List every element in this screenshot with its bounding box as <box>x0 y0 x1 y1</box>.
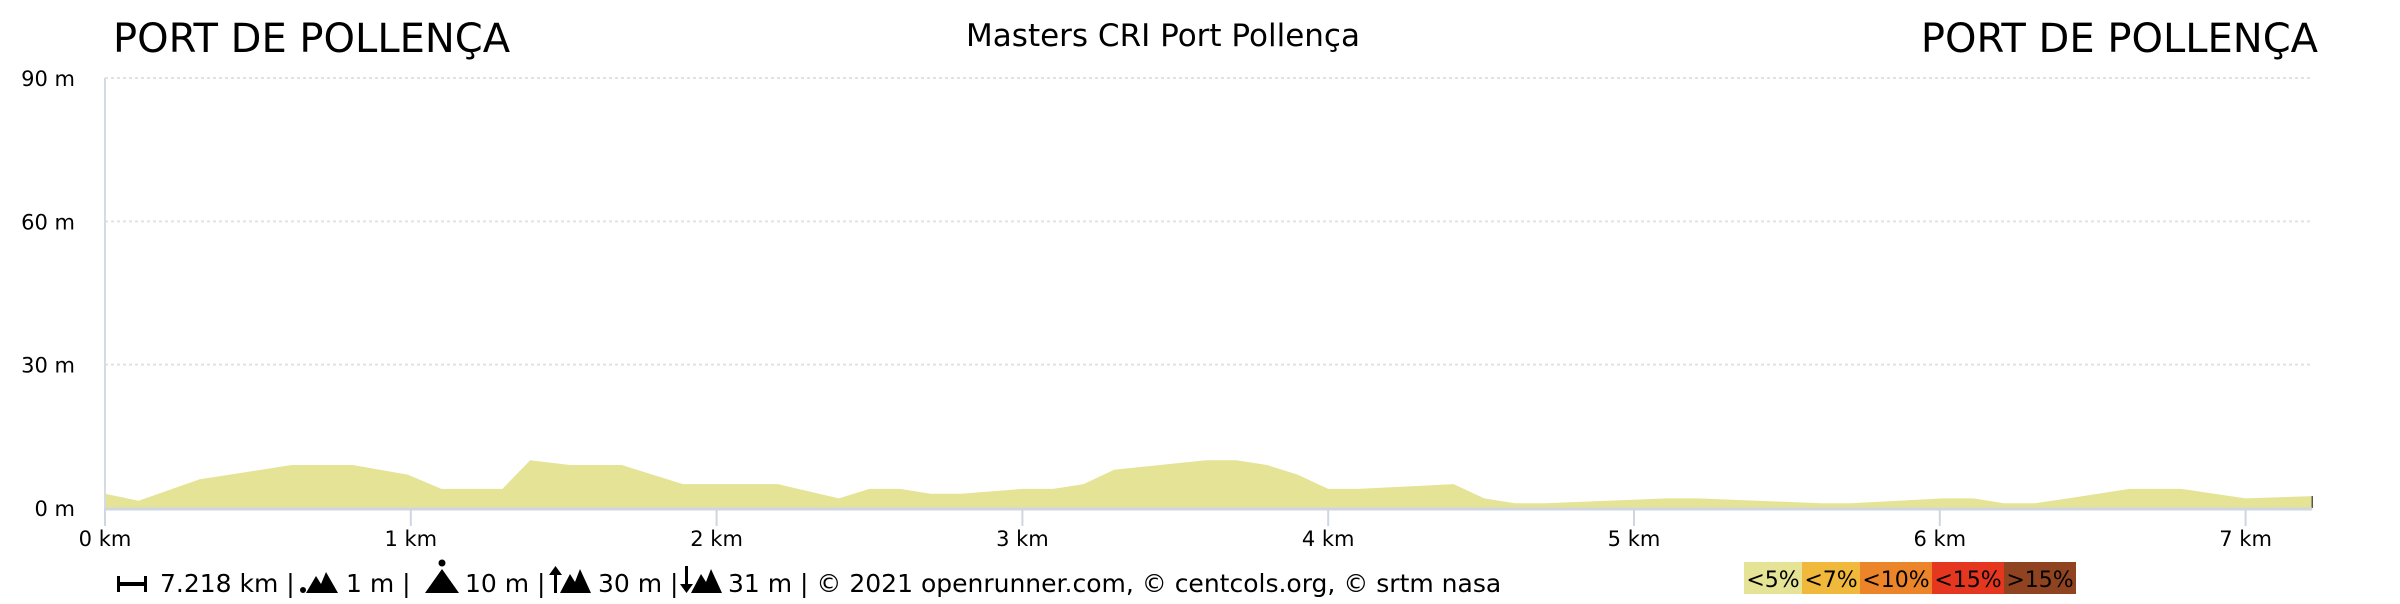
x-tick-label: 1 km <box>384 527 437 551</box>
legend-label: >15% <box>2006 568 2073 593</box>
start-location-label: PORT DE POLLENÇA <box>113 16 511 62</box>
y-tick-label: 60 m <box>21 210 75 234</box>
elevation-area-layer <box>105 460 2314 508</box>
max-altitude-icon <box>425 559 459 593</box>
legend-label: <5% <box>1746 568 1799 593</box>
x-tick-label: 0 km <box>79 527 132 551</box>
y-tick-label: 30 m <box>21 354 75 378</box>
axes: 0 m 30 m 60 m 90 m 0 km 1 km 2 km 3 km 4 km 5 km 6… <box>21 67 2313 551</box>
chart-title: Masters CRI Port Pollença <box>966 18 1360 54</box>
legend-swatch <box>1744 562 1802 594</box>
footer-stats: 7.218 km | 1 m | 10 m | 30 m | 31 m | © … <box>117 559 1501 598</box>
distance-value: 7.218 km | <box>160 569 295 598</box>
legend-swatch <box>1860 562 1932 594</box>
elevation-area <box>105 460 2313 508</box>
ascent-icon <box>549 566 591 593</box>
x-tick-label: 5 km <box>1608 527 1661 551</box>
legend-swatch <box>1802 562 1860 594</box>
x-tick-label: 3 km <box>996 527 1049 551</box>
min-altitude-icon <box>300 572 338 593</box>
distance-icon <box>117 576 147 592</box>
min-altitude-value: 1 m | <box>346 569 411 598</box>
ascent-value: 30 m | <box>598 569 678 598</box>
x-tick-label: 6 km <box>1913 527 1966 551</box>
descent-value: 31 m | © 2021 openrunner.com, © centcols… <box>728 569 1501 598</box>
legend-swatch <box>1932 562 2004 594</box>
y-tick-label: 90 m <box>21 67 75 91</box>
end-location-label: PORT DE POLLENÇA <box>1921 16 2319 62</box>
legend-label: <15% <box>1934 568 2001 593</box>
y-tick-label: 0 m <box>35 497 76 521</box>
legend-label: <10% <box>1862 568 1929 593</box>
legend-swatch <box>2004 562 2076 594</box>
x-tick-label: 4 km <box>1302 527 1355 551</box>
x-tick-label: 7 km <box>2219 527 2272 551</box>
legend-label: <7% <box>1804 568 1857 593</box>
max-altitude-value: 10 m | <box>465 569 545 598</box>
gradient-legend: <5% <7% <10% <15% >15% <box>1744 562 2076 594</box>
descent-icon <box>680 566 722 593</box>
grid <box>105 77 2313 366</box>
x-tick-label: 2 km <box>690 527 743 551</box>
